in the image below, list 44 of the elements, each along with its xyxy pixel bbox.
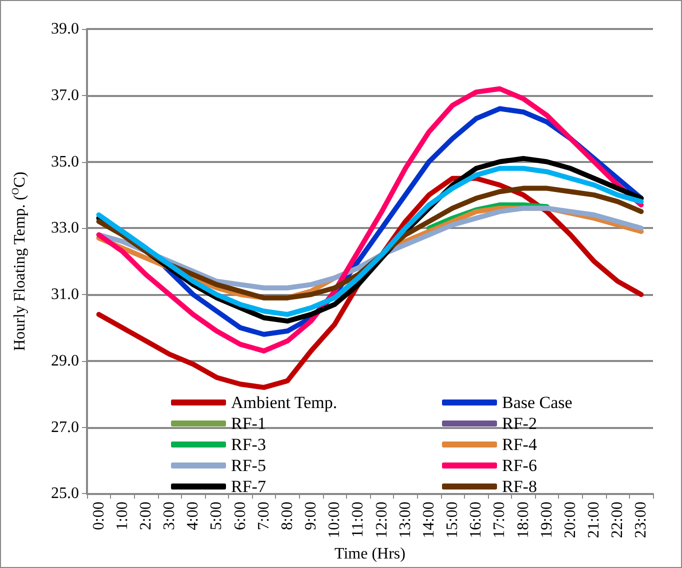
- x-tick-label: 2:00: [137, 502, 154, 530]
- y-tick-label: 35.0: [51, 153, 79, 170]
- x-tick-label: 0:00: [90, 502, 108, 530]
- x-tick-label: 11:00: [350, 502, 367, 538]
- x-tick-label: 1:00: [114, 502, 131, 530]
- y-tick-label: 33.0: [51, 220, 79, 237]
- y-tick-label: 25.0: [51, 485, 79, 502]
- x-tick-label: 19:00: [538, 502, 556, 538]
- legend-label: RF-8: [502, 477, 537, 496]
- legend-label: RF-4: [502, 435, 538, 454]
- y-tick-label: 27.0: [51, 418, 79, 436]
- x-tick-label: 13:00: [396, 502, 414, 538]
- x-tick-label: 16:00: [468, 502, 485, 538]
- x-tick-label: 18:00: [514, 502, 532, 538]
- x-tick-label: 3:00: [161, 502, 178, 530]
- x-tick-label: 4:00: [184, 502, 202, 530]
- y-axis-title: Hourly Floating Temp. (OC): [10, 172, 28, 351]
- legend-label: RF-7: [231, 477, 266, 496]
- legend-label: Base Case: [502, 393, 572, 412]
- legend-label: RF-3: [231, 435, 266, 454]
- x-tick-label: 10:00: [326, 502, 344, 538]
- legend-label: RF-1: [231, 414, 266, 433]
- legend-label: Ambient Temp.: [231, 393, 338, 412]
- x-tick-label: 12:00: [373, 502, 390, 538]
- y-tick-label: 39.0: [51, 20, 79, 38]
- x-axis-title: Time (Hrs): [334, 546, 406, 562]
- x-tick-label: 5:00: [208, 502, 226, 530]
- x-tick-label: 15:00: [444, 502, 462, 538]
- y-tick-label: 31.0: [51, 286, 79, 304]
- x-tick-label: 20:00: [562, 502, 579, 538]
- y-tick-label: 37.0: [51, 86, 79, 104]
- x-tick-label: 23:00: [632, 502, 650, 538]
- legend-label: RF-2: [502, 414, 537, 433]
- legend-label: RF-5: [231, 456, 266, 475]
- x-tick-label: 8:00: [278, 502, 296, 530]
- x-tick-label: 17:00: [491, 502, 508, 538]
- legend-label: RF-6: [502, 456, 537, 475]
- x-tick-label: 7:00: [255, 502, 272, 530]
- x-tick-label: 6:00: [232, 502, 249, 530]
- x-tick-label: 9:00: [302, 502, 320, 530]
- y-tick-label: 29.0: [51, 352, 79, 370]
- x-tick-label: 22:00: [609, 502, 626, 538]
- x-tick-label: 14:00: [420, 502, 438, 538]
- x-tick-label: 21:00: [586, 502, 603, 538]
